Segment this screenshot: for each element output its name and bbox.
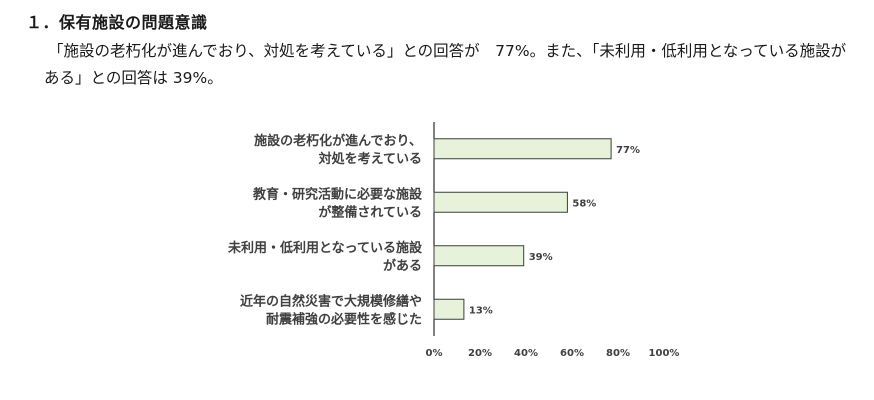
category-label-1-line-1: 施設の老朽化が進んでおり、 [254, 133, 422, 149]
category-label-4-line-1: 近年の自然災害で大規模修繕や [240, 293, 422, 309]
x-tick-label-6: 100% [649, 348, 680, 359]
category-label-4-line-2: 耐震補強の必要性を感じた [266, 311, 422, 327]
bar-3 [433, 245, 525, 267]
value-label-1: 77% [616, 145, 640, 156]
summary-line-1: 「施設の老朽化が進んでおり、対処を考えている」との回答が 77%。また、「未利用… [48, 42, 847, 60]
category-label-3-line-1: 未利用・低利用となっている施設 [227, 240, 423, 256]
summary-paragraph: 「施設の老朽化が進んでおり、対処を考えている」との回答が 77%。また、「未利用… [44, 38, 848, 92]
category-label-2-line-2: が整備されている [318, 204, 422, 220]
category-label-1-line-2: 対処を考えている [318, 151, 422, 167]
x-tick-label-5: 80% [606, 348, 630, 359]
value-label-4: 13% [469, 305, 493, 316]
bar-4 [433, 298, 465, 320]
value-label-2: 58% [572, 198, 596, 209]
x-tick-label-3: 40% [514, 348, 538, 359]
bar-2 [433, 191, 568, 213]
value-label-3: 39% [529, 252, 553, 263]
x-tick-label-1: 0% [426, 348, 443, 359]
x-tick-label-2: 20% [468, 348, 492, 359]
category-label-2-line-1: 教育・研究活動に必要な施設 [252, 186, 423, 202]
category-label-3-line-2: がある [383, 258, 422, 274]
summary-line-2: ある」との回答は 39%。 [44, 69, 223, 87]
bar-1 [433, 138, 612, 160]
x-tick-label-4: 60% [560, 348, 584, 359]
section-heading: １．保有施設の問題意識 [26, 13, 208, 32]
